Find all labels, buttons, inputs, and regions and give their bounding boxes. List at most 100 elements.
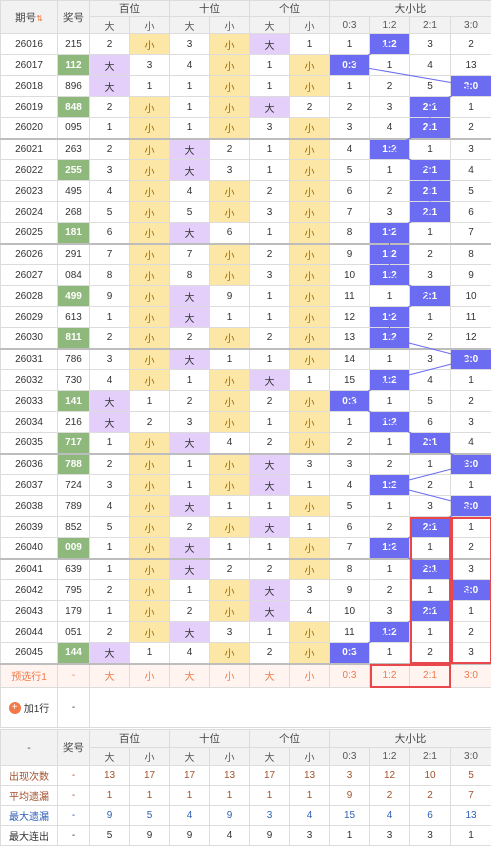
- ratio-hit-cell: 2:1: [409, 117, 451, 140]
- draw-row: 26040 009 1 小大 1 1 小 7 1:2 1 2: [0, 537, 491, 560]
- hundreds-small-cell: 小: [129, 474, 170, 496]
- period-cell: 26041: [0, 558, 58, 580]
- units-big-cell: 2: [249, 243, 290, 265]
- preselect-cell[interactable]: 小: [209, 663, 250, 688]
- draw-row: 26042 795 2 小 1 小大 3 9 2 1 3:0: [0, 579, 491, 601]
- ratio-omission-cell: 9: [329, 579, 370, 601]
- tens-big-cell: 大: [169, 222, 210, 245]
- units-big-cell: 大: [249, 33, 290, 55]
- ratio-header: 大小比: [329, 729, 491, 748]
- hundreds-big-cell: 1: [89, 432, 130, 455]
- ratio-omission-cell: 2: [409, 642, 451, 665]
- preselect-cell[interactable]: 1:2: [369, 663, 410, 688]
- period-header-label: 期号: [15, 11, 37, 24]
- ratio-omission-cell: 1: [409, 621, 451, 643]
- hundreds-big-cell: 5: [89, 516, 130, 538]
- units-big-cell: 1: [249, 222, 290, 245]
- ratio-hit-cell: 2:1: [409, 432, 451, 455]
- preselect-row[interactable]: 预选行1 - 大 小 大 小 大 小 0:3 1:2 2:1 3:0: [0, 663, 491, 688]
- units-small-cell: 小: [289, 348, 330, 370]
- units-small-cell: 小: [289, 180, 330, 202]
- period-cell: 26038: [0, 495, 58, 517]
- hundreds-header: 百位: [89, 0, 170, 17]
- ratio-omission-cell: 4: [450, 432, 491, 455]
- units-big-cell: 1: [249, 621, 290, 643]
- draw-row: 26034 216 大 2 3 小 1 小 1 1:2 6 3: [0, 411, 491, 433]
- ratio-omission-cell: 7: [329, 537, 370, 560]
- stats-row: 出现次数 -13 17 17 13 17 13 3 12 10 5: [0, 765, 491, 786]
- stats-value: 3: [249, 805, 290, 826]
- tens-big-cell: 5: [169, 201, 210, 223]
- stats-number: -: [57, 765, 90, 786]
- draw-row: 26026 291 7 小 7 小 2 小 9 1:2 2 8: [0, 243, 491, 265]
- tens-small-cell: 1: [209, 495, 250, 517]
- tens-small-cell: 小: [209, 54, 250, 76]
- tens-big-cell: 1: [169, 369, 210, 391]
- draw-row: 26022 255 3 小大 3 1 小 5 1 2:1 4: [0, 159, 491, 181]
- draw-row: 26041 639 1 小大 2 2 小 8 1 2:1 3: [0, 558, 491, 580]
- preselect-cell[interactable]: 大: [89, 663, 130, 688]
- ratio-omission-cell: 13: [450, 54, 491, 76]
- hundreds-big-cell: 2: [89, 327, 130, 350]
- stats-value: 1: [129, 785, 170, 806]
- tens-big-cell: 2: [169, 390, 210, 412]
- tens-big-cell: 3: [169, 411, 210, 433]
- tens-small-cell: 小: [209, 201, 250, 223]
- number-cell: 181: [57, 222, 90, 245]
- hundreds-small-cell: 小: [129, 222, 170, 245]
- units-small-cell: 小: [289, 285, 330, 307]
- number-cell: 263: [57, 138, 90, 160]
- period-header[interactable]: 期号⇅: [0, 0, 58, 34]
- preselect-cell[interactable]: 大: [169, 663, 210, 688]
- ratio-hit-cell: 2:1: [409, 285, 451, 307]
- tens-big-cell: 1: [169, 96, 210, 118]
- stats-label: 最大遗漏: [0, 805, 58, 826]
- ratio-hit-cell: 1:2: [369, 327, 410, 350]
- preselect-cell[interactable]: 3:0: [450, 663, 491, 688]
- ratio-hit-cell: 2:1: [409, 600, 451, 622]
- period-cell: 26030: [0, 327, 58, 350]
- hundreds-small-cell: 小: [129, 138, 170, 160]
- ratio-omission-cell: 4: [409, 54, 451, 76]
- hundreds-small-cell: 小: [129, 495, 170, 517]
- units-small-cell: 3: [289, 579, 330, 601]
- period-cell: 26017: [0, 54, 58, 76]
- tens-small-cell: 3: [209, 621, 250, 643]
- tens-big-cell: 2: [169, 600, 210, 622]
- ratio-omission-cell: 8: [329, 558, 370, 580]
- ratio-omission-cell: 3: [450, 138, 491, 160]
- number-cell: 788: [57, 453, 90, 475]
- preselect-cell[interactable]: 2:1: [409, 663, 451, 688]
- number-cell: 051: [57, 621, 90, 643]
- hundreds-small-cell: 小: [129, 33, 170, 55]
- units-big-cell: 3: [249, 264, 290, 286]
- ratio-omission-cell: 12: [450, 327, 491, 350]
- sub-header: 3:0: [450, 747, 491, 766]
- draw-row: 26027 084 8 小 8 小 3 小 10 1:2 3 9: [0, 264, 491, 286]
- stats-value: 4: [169, 805, 210, 826]
- number-cell: 144: [57, 642, 90, 665]
- hundreds-big-cell: 2: [89, 96, 130, 118]
- number-cell: 499: [57, 285, 90, 307]
- number-cell: 268: [57, 201, 90, 223]
- units-big-cell: 1: [249, 159, 290, 181]
- sort-icon[interactable]: ⇅: [36, 13, 43, 23]
- preselect-cell[interactable]: 小: [129, 663, 170, 688]
- tens-big-cell: 4: [169, 642, 210, 665]
- add-row-button[interactable]: + 加1行: [8, 700, 49, 715]
- units-small-cell: 1: [289, 516, 330, 538]
- tens-big-cell: 1: [169, 75, 210, 97]
- tens-small-cell: 1: [209, 306, 250, 328]
- hundreds-small-cell: 小: [129, 621, 170, 643]
- hundreds-big-cell: 4: [89, 180, 130, 202]
- draw-row: 26019 848 2 小 1 小大 2 2 3 2:1 1: [0, 96, 491, 118]
- units-big-cell: 1: [249, 306, 290, 328]
- preselect-cell[interactable]: 0:3: [329, 663, 370, 688]
- preselect-cell[interactable]: 大: [249, 663, 290, 688]
- tens-small-cell: 2: [209, 558, 250, 580]
- hundreds-big-cell: 4: [89, 495, 130, 517]
- hundreds-big-cell: 3: [89, 159, 130, 181]
- hundreds-big-cell: 4: [89, 369, 130, 391]
- stats-row: 最大连出 -5 9 9 4 9 3 1 3 3 1: [0, 825, 491, 846]
- preselect-cell[interactable]: 小: [289, 663, 330, 688]
